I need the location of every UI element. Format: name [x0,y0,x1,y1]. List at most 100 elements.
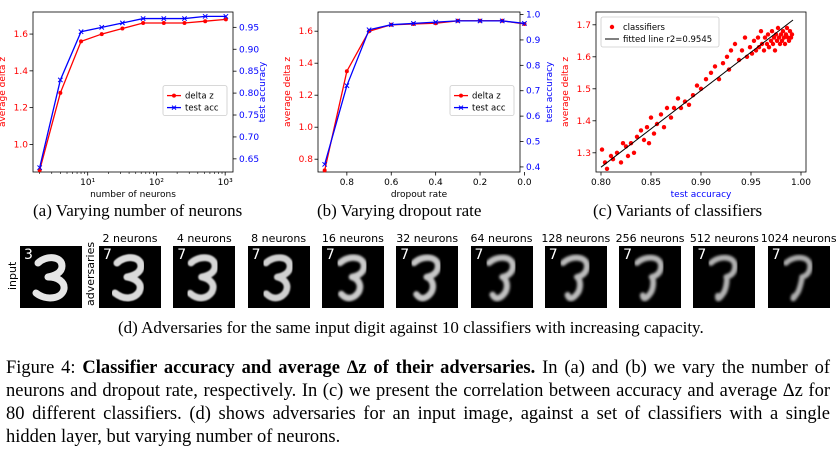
column-label: 32 neurons [396,232,459,245]
data-point [182,21,187,26]
input-class-label: 3 [24,247,33,263]
scatter-point [625,153,631,159]
predicted-class-label: 7 [251,247,261,263]
data-point [203,19,208,24]
scatter-point [664,105,670,111]
y2-tick-label: 0.4 [526,163,541,173]
scatter-point [668,115,674,120]
data-point [119,20,125,26]
y2-axis-label: test accuracy [545,61,555,122]
scatter-point [779,38,785,43]
y2-axis-label: test accuracy [258,61,268,122]
x-tick-label: 0.2 [473,178,487,188]
y-tick-label: 1.2 [14,104,28,114]
scatter-point [641,137,647,143]
column-label: 2 neurons [102,232,158,245]
y-tick-label: 1.7 [577,21,591,31]
scatter-point [708,70,714,76]
data-point [388,22,394,28]
scatter-point [774,38,780,43]
column-label: 512 neurons [689,232,759,245]
adversary-digit-image: 7 [396,246,459,308]
legend-marker [609,24,615,30]
input-row-label: input [6,261,19,290]
data-point [140,16,146,22]
y2-tick-label: 0.5 [526,138,540,148]
scatter-point [777,41,783,47]
adversary-digit-image: 7 [470,246,533,308]
scatter-point [781,35,787,40]
scatter-point [768,38,774,43]
scatter-point [604,166,610,171]
predicted-class-label: 7 [771,247,781,263]
y-tick-label: 1.2 [299,91,313,101]
data-point [141,21,146,26]
column-label: 1024 neurons [760,232,836,245]
scatter-point [651,131,657,136]
x-tick-label: 0.80 [591,178,611,188]
scatter-point [686,102,692,108]
scatter-point [646,141,652,146]
predicted-class-label: 7 [623,247,633,263]
scatter-point [786,38,792,43]
data-point [223,17,228,22]
scatter-point [634,134,640,139]
legend-marker [172,93,176,98]
plot-frame [32,11,234,173]
predicted-class-label: 7 [548,247,558,263]
data-point [58,90,63,95]
scatter-point [728,48,734,53]
subcaption-c: (c) Variants of classifiers [593,201,763,220]
figure-body: In (a) and (b) we vary the number of neu… [6,358,830,447]
data-point [521,20,527,26]
scatter-point [644,125,650,130]
scatter-point [782,41,788,47]
scatter-point [675,96,681,101]
scatter-point [784,25,790,31]
predicted-class-label: 7 [103,247,112,263]
y2-tick-label: 0.65 [239,155,259,165]
subcaption-a: (a) Varying number of neurons [33,201,243,220]
predicted-class-label: 7 [400,247,410,263]
legend-label: delta z [472,92,501,102]
data-point [79,39,84,44]
x-tick-label: 10³ [218,178,233,188]
scatter-point [620,141,626,146]
series-line-test-acc [324,20,525,165]
column-label: 128 neurons [541,232,611,245]
scatter-point [755,35,761,40]
scatter-point [631,150,637,155]
plot-frame [317,11,521,173]
scatter-point [766,45,772,50]
data-point [499,18,505,24]
data-point [223,13,229,19]
adversary-digit-image: 7 [544,246,607,308]
scatter-point [762,35,768,40]
adversary-digit-image: 7 [173,246,236,308]
scatter-point [712,64,718,69]
legend-label: test acc [472,104,506,114]
predicted-class-label: 7 [697,247,707,263]
data-point [344,69,349,74]
chart-classifier-variants: 0.80 0.85 0.90 0.95 1.00 1.3 1.4 1.5 1.6 1.7 test … [561,11,811,200]
adversary-digit-image: 7 [767,246,830,308]
y-axis-label: average delta z [0,57,8,127]
adversary-digit-image: 7 [619,246,682,308]
y-tick-label: 1.4 [14,67,29,77]
scatter-point [724,54,730,59]
y-tick-label: 1.4 [299,59,314,69]
scatter-point [783,32,789,37]
legend-label: delta z [185,92,214,102]
scatter-point [703,77,709,82]
column-label: 4 neurons [176,232,232,245]
y-axis-label: average delta z [561,57,571,127]
fit-line [600,19,794,168]
scatter-point [764,41,770,47]
x-axis-label: dropout rate [391,190,448,200]
scatter-point [682,99,688,104]
adversary-digit-image: 7 [247,246,310,308]
data-point [477,18,483,24]
adversary-digit-image: 7 [99,246,161,308]
x-tick-label: 0.0 [517,178,532,188]
y2-tick-label: 1.0 [526,11,541,21]
